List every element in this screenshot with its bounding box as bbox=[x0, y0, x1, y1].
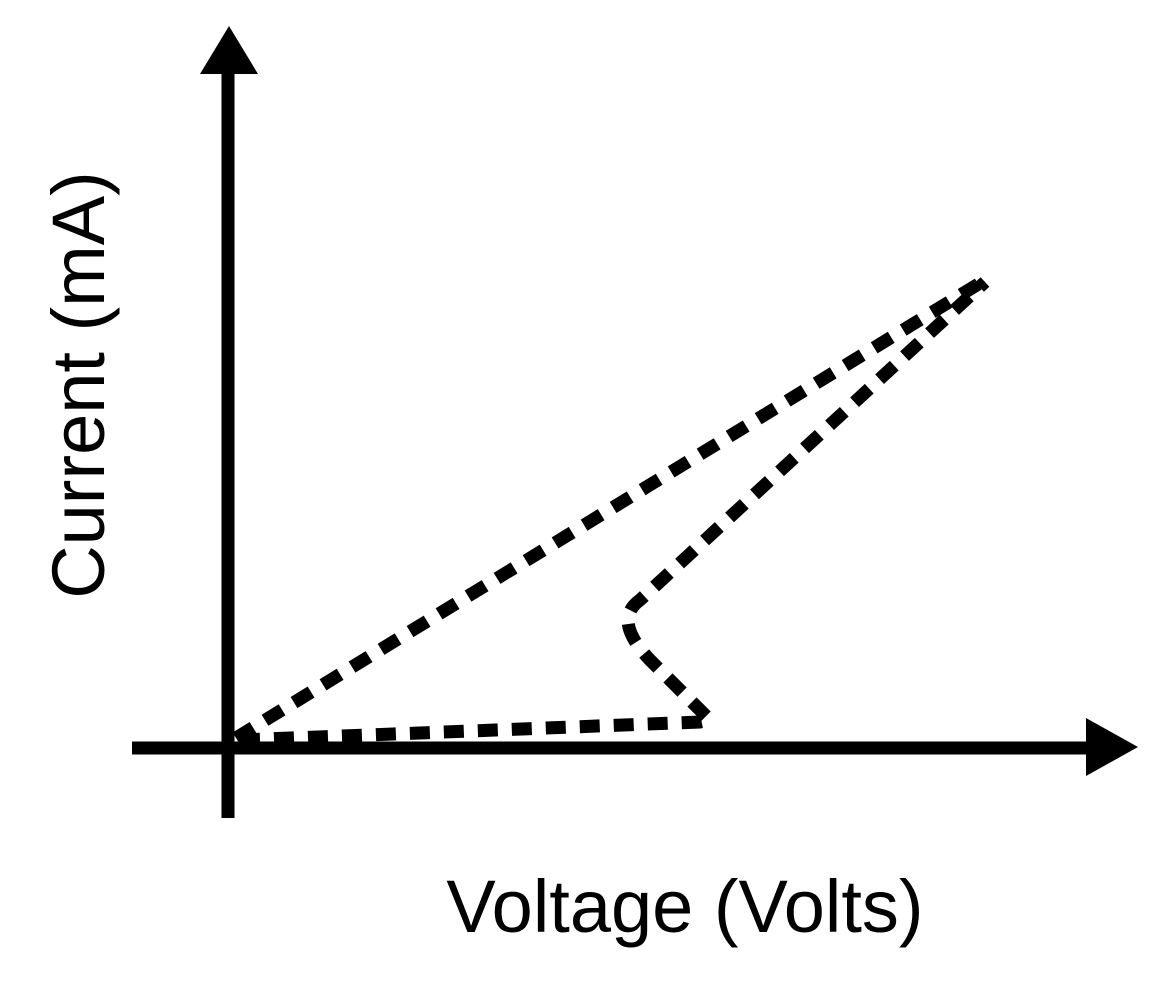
upper-curve bbox=[232, 274, 989, 744]
y-axis-arrow bbox=[200, 26, 258, 74]
x-axis-arrow bbox=[1086, 718, 1138, 776]
lower-curve bbox=[239, 277, 990, 747]
x-axis-label: Voltage (Volts) bbox=[446, 865, 923, 948]
y-axis-label: Current (mA) bbox=[37, 171, 120, 599]
